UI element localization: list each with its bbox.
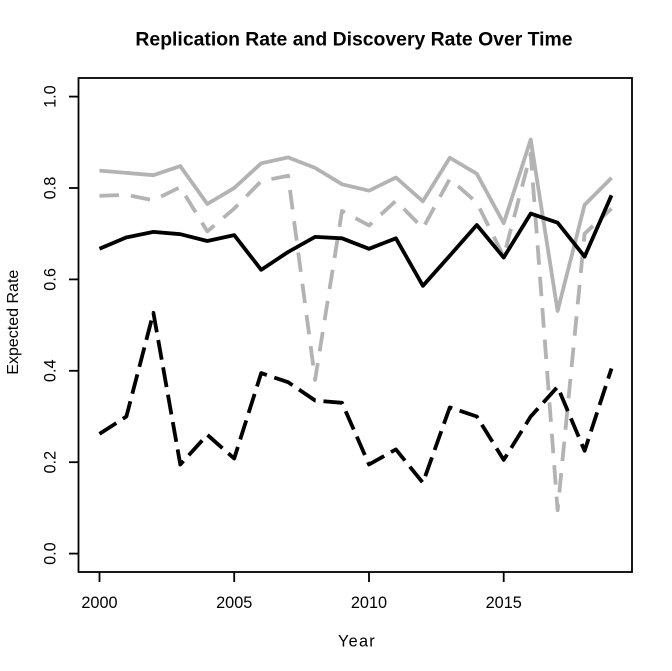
svg-text:0.8: 0.8 bbox=[42, 177, 60, 200]
svg-text:Year: Year bbox=[338, 633, 376, 651]
svg-text:2015: 2015 bbox=[486, 594, 522, 612]
svg-text:2000: 2000 bbox=[81, 594, 117, 612]
svg-text:Expected Rate: Expected Rate bbox=[5, 270, 22, 375]
svg-text:Replication Rate and Discovery: Replication Rate and Discovery Rate Over… bbox=[135, 29, 572, 51]
svg-text:0.0: 0.0 bbox=[42, 542, 60, 565]
svg-text:1.0: 1.0 bbox=[42, 85, 60, 108]
svg-text:2005: 2005 bbox=[216, 594, 252, 612]
svg-text:0.6: 0.6 bbox=[42, 268, 60, 291]
svg-text:0.4: 0.4 bbox=[42, 359, 60, 382]
svg-text:2010: 2010 bbox=[351, 594, 387, 612]
svg-text:0.2: 0.2 bbox=[42, 451, 60, 474]
